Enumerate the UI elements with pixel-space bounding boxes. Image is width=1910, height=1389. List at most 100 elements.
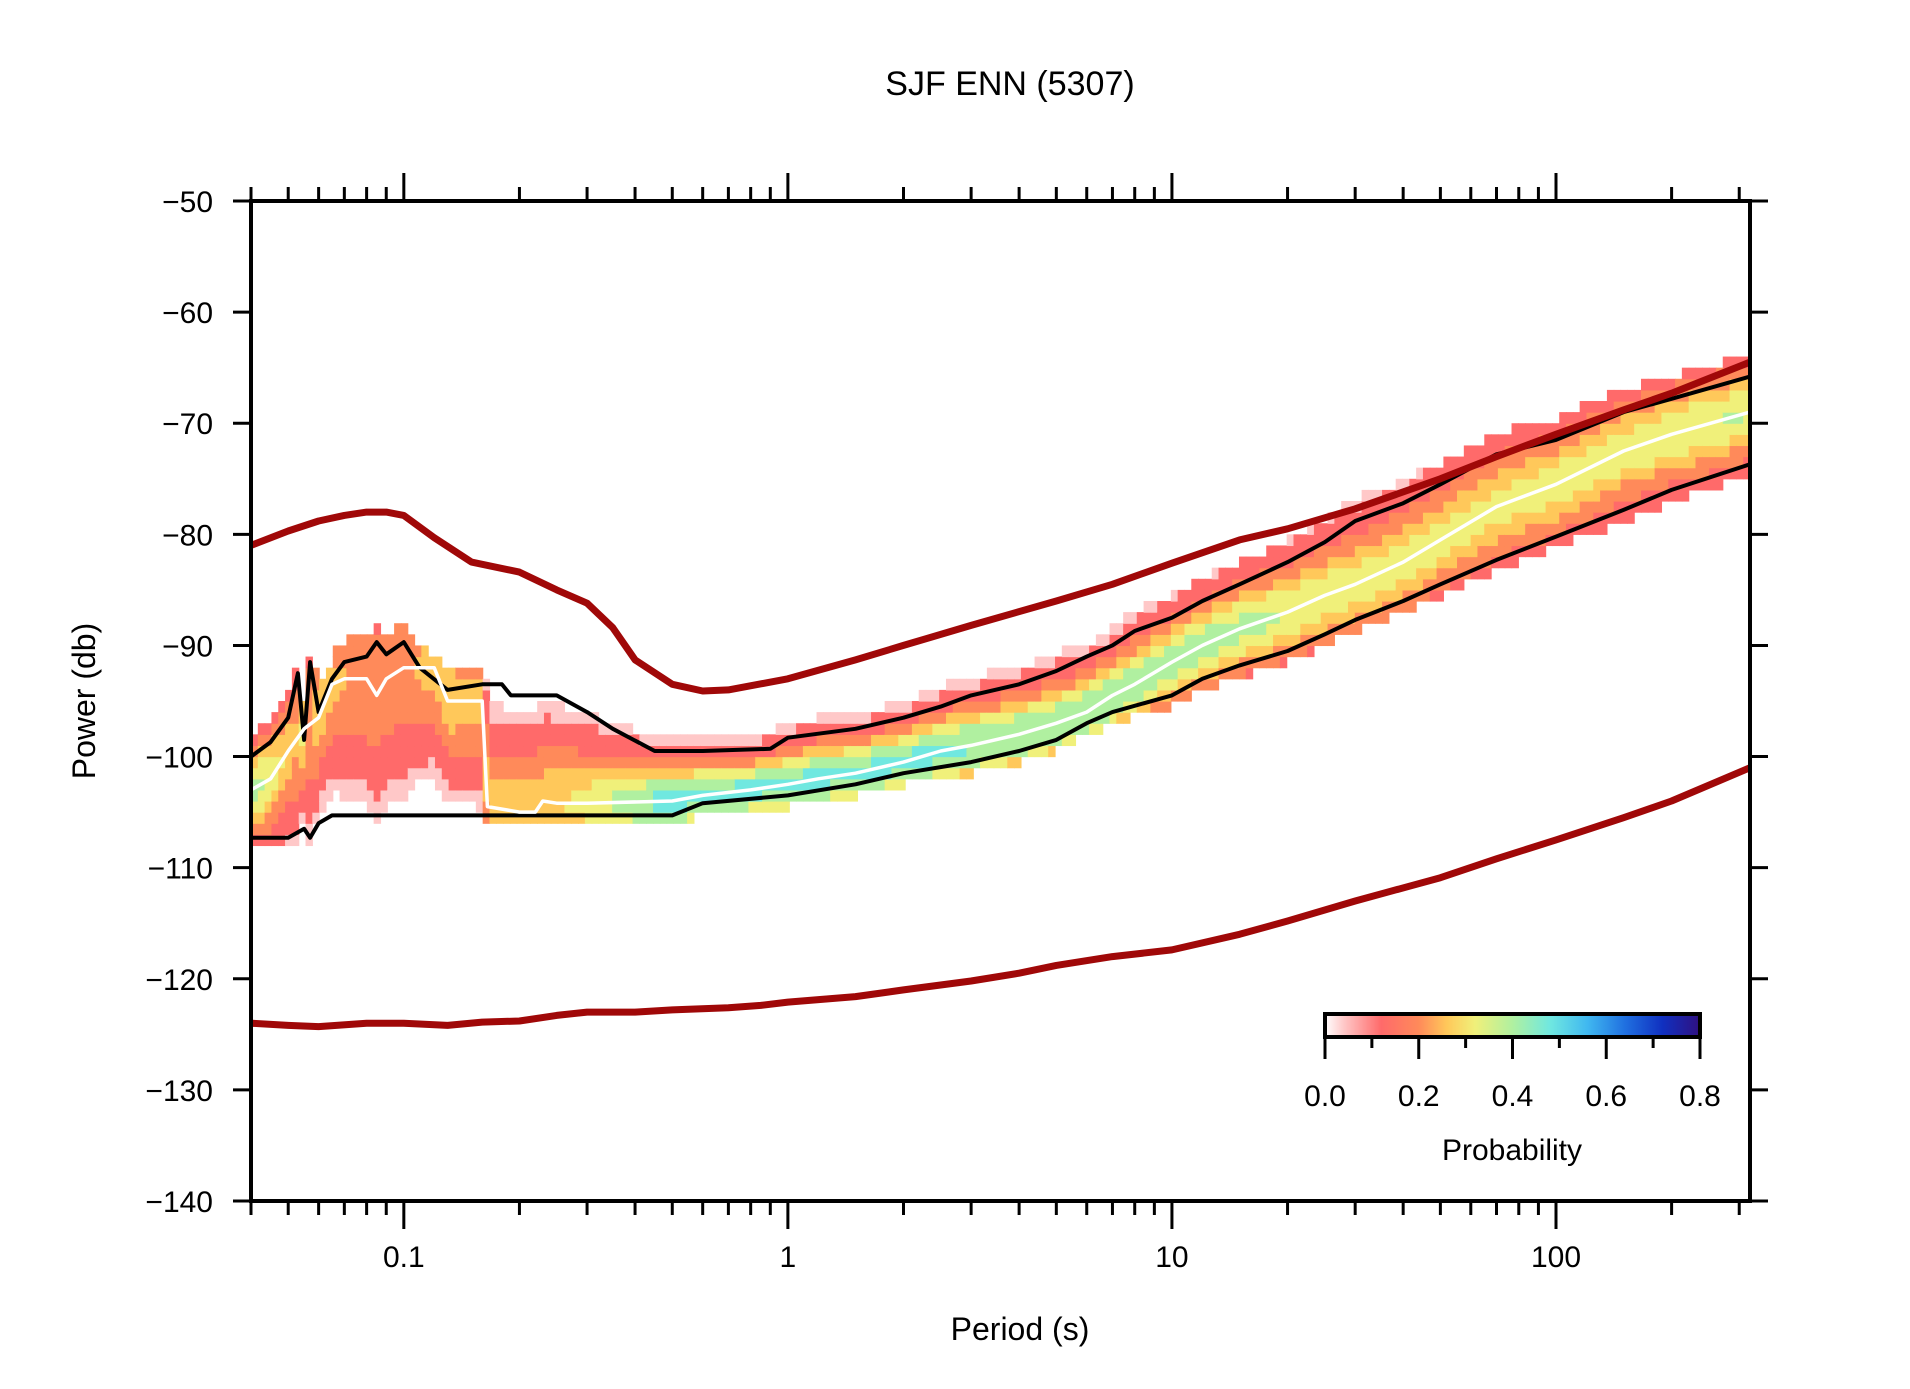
pdf-cell: [578, 712, 586, 724]
pdf-cell: [530, 767, 538, 780]
pdf-cell: [543, 778, 552, 791]
pdf-cell: [1695, 423, 1703, 435]
pdf-cell: [1259, 634, 1267, 647]
pdf-cell: [475, 667, 484, 680]
pdf-cell: [762, 745, 770, 758]
pdf-cell: [952, 689, 961, 702]
pdf-cell: [591, 812, 600, 824]
pdf-cell: [1450, 567, 1458, 580]
pdf-cell: [264, 789, 273, 802]
pdf-cell: [932, 689, 940, 702]
pdf-cell: [257, 801, 266, 813]
pdf-cell: [1245, 634, 1254, 647]
pdf-cell: [1375, 489, 1383, 502]
pdf-cell: [448, 701, 457, 713]
pdf-cell: [1566, 445, 1574, 458]
pdf-cell: [748, 756, 756, 769]
pdf-cell: [1661, 434, 1669, 447]
pdf-cell: [1634, 478, 1642, 491]
pdf-cell: [271, 745, 279, 758]
pdf-cell: [428, 723, 436, 735]
pdf-cell: [1204, 612, 1213, 624]
pdf-cell: [1327, 601, 1335, 613]
pdf-cell: [673, 734, 681, 747]
pdf-cell: [1164, 678, 1172, 691]
pdf-cell: [462, 723, 470, 735]
pdf-cell: [1525, 423, 1533, 435]
pdf-cell: [516, 778, 525, 791]
pdf-cell: [530, 723, 538, 735]
pdf-cell: [1204, 678, 1213, 691]
pdf-cell: [298, 789, 307, 802]
pdf-cell: [543, 801, 552, 813]
pdf-cell: [789, 745, 797, 758]
pdf-cell: [1606, 501, 1615, 513]
pdf-cell: [1422, 467, 1431, 480]
pdf-cell: [1511, 423, 1519, 435]
pdf-cell: [489, 767, 497, 780]
pdf-cell: [1347, 556, 1356, 569]
pdf-cell: [1715, 423, 1724, 435]
pdf-cell: [1634, 434, 1642, 447]
pdf-cell: [830, 745, 838, 758]
pdf-cell: [1157, 623, 1165, 635]
pdf-cell: [346, 645, 354, 658]
pdf-cell: [475, 734, 484, 747]
pdf-cell: [1102, 634, 1111, 647]
pdf-cell: [1307, 623, 1315, 635]
pdf-cell: [557, 801, 566, 813]
pdf-cell: [1736, 434, 1744, 447]
pdf-cell: [1320, 578, 1329, 591]
pdf-cell: [659, 801, 668, 813]
pdf-cell: [1422, 534, 1431, 547]
pdf-cell: [434, 656, 443, 669]
pdf-cell: [353, 689, 361, 702]
pdf-cell: [993, 712, 1002, 724]
pdf-cell: [639, 801, 647, 813]
pdf-cell: [1102, 712, 1111, 724]
pdf-cell: [469, 701, 477, 713]
pdf-cell: [291, 756, 300, 769]
pdf-cell: [319, 756, 327, 769]
pdf-cell: [1382, 523, 1390, 535]
pdf-cell: [1586, 434, 1594, 447]
pdf-cell: [1347, 523, 1356, 535]
pdf-cell: [1463, 534, 1472, 547]
pdf-cell: [1313, 523, 1322, 535]
pdf-cell: [1334, 523, 1342, 535]
pdf-cell: [1266, 623, 1274, 635]
pdf-cell: [789, 756, 797, 769]
pdf-cell: [1273, 545, 1281, 558]
pdf-cell: [1252, 634, 1261, 647]
pdf-cell: [509, 801, 518, 813]
pdf-cell: [1470, 445, 1479, 458]
pdf-cell: [1191, 634, 1199, 647]
pdf-cell: [1020, 667, 1029, 680]
pdf-cell: [1313, 623, 1322, 635]
pdf-cell: [400, 756, 409, 769]
pdf-cell: [469, 667, 477, 680]
pdf-cell: [496, 767, 504, 780]
pdf-cell: [387, 756, 395, 769]
pdf-cell: [380, 723, 388, 735]
pdf-cell: [1613, 512, 1622, 524]
pdf-cell: [537, 812, 545, 824]
pdf-cell: [1450, 578, 1458, 591]
pdf-cell: [1709, 434, 1717, 447]
pdf-cell: [441, 701, 450, 713]
pdf-cell: [802, 723, 811, 735]
pdf-cell: [1620, 489, 1628, 502]
pdf-cell: [1259, 645, 1267, 658]
pdf-cell: [1627, 412, 1635, 424]
pdf-cell: [1129, 612, 1138, 624]
pdf-cell: [1640, 456, 1649, 469]
pdf-cell: [455, 756, 463, 769]
pdf-cell: [1620, 501, 1628, 513]
pdf-cell: [646, 745, 654, 758]
pdf-cell: [564, 767, 572, 780]
pdf-cell: [850, 734, 859, 747]
pdf-cell: [1334, 612, 1342, 624]
pdf-cell: [278, 823, 286, 835]
pdf-cell: [734, 801, 743, 813]
pdf-cell: [1293, 623, 1301, 635]
